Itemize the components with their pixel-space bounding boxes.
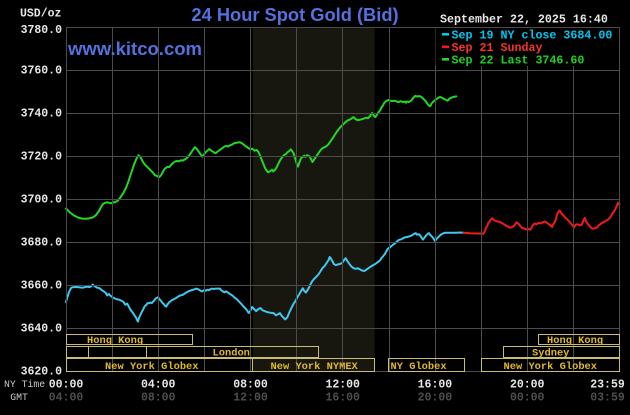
svg-text:Sep 22 Last 3746.60: Sep 22 Last 3746.60 <box>452 54 585 68</box>
svg-text:23:59: 23:59 <box>590 379 625 392</box>
svg-text:3660.0: 3660.0 <box>21 280 63 293</box>
svg-text:3780.0: 3780.0 <box>21 24 63 37</box>
svg-text:USD/oz: USD/oz <box>20 8 62 21</box>
svg-text:Sep 19 NY close 3684.00: Sep 19 NY close 3684.00 <box>452 29 613 43</box>
svg-text:New York Globex: New York Globex <box>504 361 598 373</box>
svg-text:3620.0: 3620.0 <box>21 366 63 379</box>
svg-text:3700.0: 3700.0 <box>21 194 63 207</box>
svg-text:16:00: 16:00 <box>325 391 360 404</box>
svg-text:Hong Kong: Hong Kong <box>547 335 603 347</box>
svg-text:00:00: 00:00 <box>510 391 545 404</box>
svg-text:12:00: 12:00 <box>325 379 360 392</box>
svg-text:24 Hour Spot Gold (Bid): 24 Hour Spot Gold (Bid) <box>191 4 398 25</box>
svg-text:04:00: 04:00 <box>141 379 176 392</box>
svg-text:20:00: 20:00 <box>510 379 545 392</box>
svg-text:New York Globex: New York Globex <box>105 361 199 373</box>
svg-text:20:00: 20:00 <box>418 391 453 404</box>
svg-text:Hong Kong: Hong Kong <box>87 335 143 347</box>
svg-text:Sep 21 Sunday: Sep 21 Sunday <box>452 41 543 55</box>
svg-text:3760.0: 3760.0 <box>21 65 63 78</box>
svg-text:Sydney: Sydney <box>532 347 570 359</box>
svg-text:12:00: 12:00 <box>233 391 268 404</box>
svg-text:www.kitco.com: www.kitco.com <box>67 38 202 59</box>
svg-text:NY Time: NY Time <box>4 379 45 390</box>
svg-text:3740.0: 3740.0 <box>21 108 63 121</box>
svg-text:New York NYMEX: New York NYMEX <box>271 361 359 373</box>
svg-text:GMT: GMT <box>10 392 28 403</box>
svg-text:NY Globex: NY Globex <box>391 361 447 373</box>
svg-text:3720.0: 3720.0 <box>21 151 63 164</box>
svg-text:08:00: 08:00 <box>233 379 268 392</box>
svg-text:03:59: 03:59 <box>590 391 625 404</box>
svg-text:16:00: 16:00 <box>418 379 453 392</box>
svg-text:00:00: 00:00 <box>49 379 84 392</box>
svg-text:3680.0: 3680.0 <box>21 237 63 250</box>
svg-text:08:00: 08:00 <box>141 391 176 404</box>
svg-text:3640.0: 3640.0 <box>21 323 63 336</box>
svg-text:04:00: 04:00 <box>49 391 84 404</box>
svg-text:London: London <box>213 347 250 359</box>
svg-text:September 22, 2025 16:40: September 22, 2025 16:40 <box>440 13 608 27</box>
